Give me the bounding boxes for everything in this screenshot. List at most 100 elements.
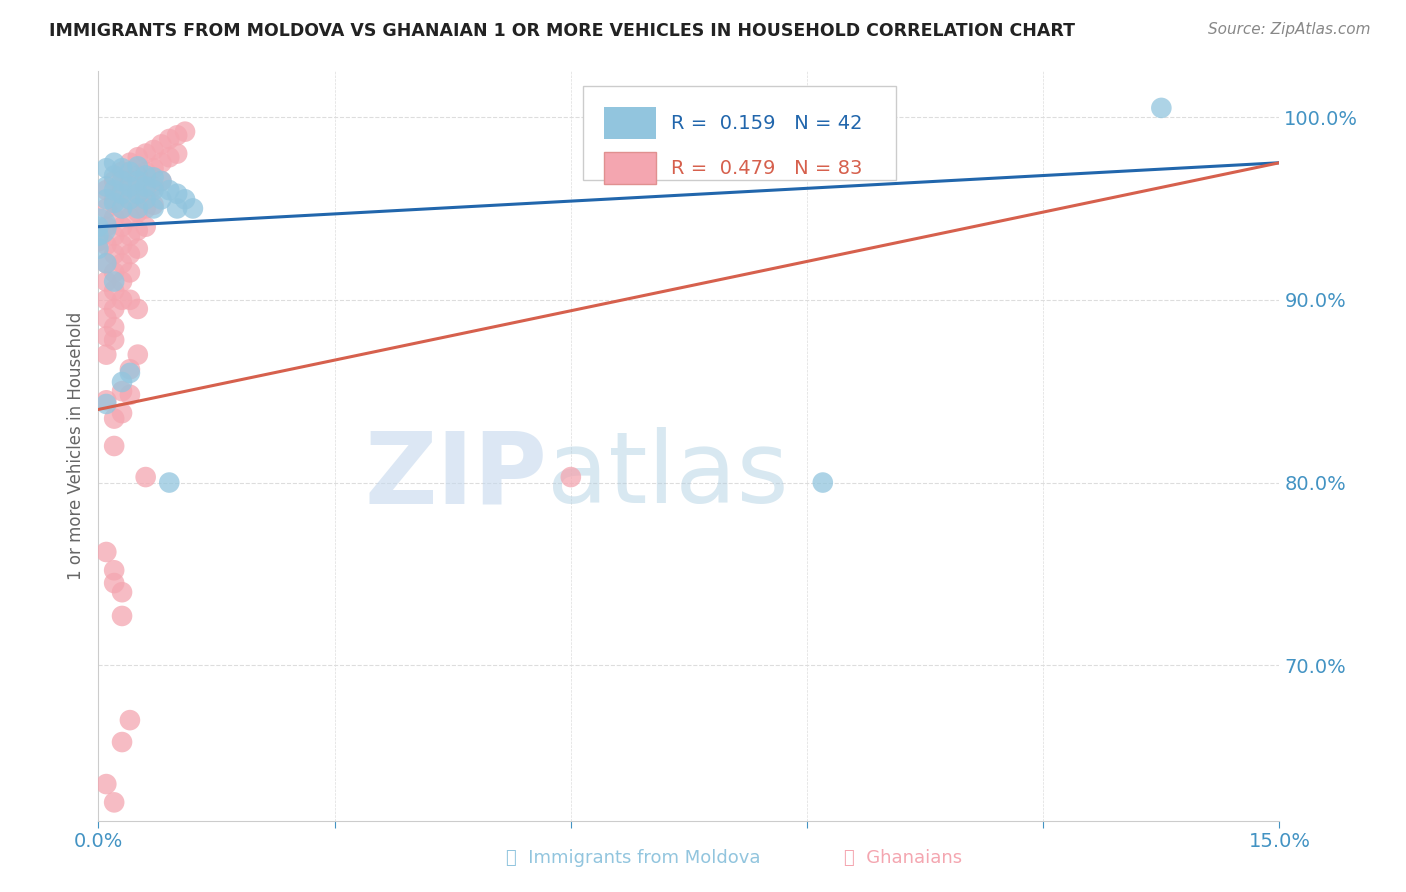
Y-axis label: 1 or more Vehicles in Household: 1 or more Vehicles in Household [66,312,84,580]
Point [118,165,141,179]
Point [111,256,134,270]
Point [111,202,134,216]
Point [103,183,125,197]
Point [103,563,125,577]
Point [118,366,141,380]
Point [150,192,173,206]
Point [127,169,149,183]
Point [127,186,149,201]
Point [127,150,149,164]
FancyBboxPatch shape [605,107,655,139]
Point [135,219,157,234]
Point [142,202,165,216]
Point [118,192,141,206]
Point [174,125,197,139]
Point [111,161,134,176]
Point [87,235,110,249]
Point [96,545,118,559]
Point [127,348,149,362]
Point [103,796,125,810]
Text: atlas: atlas [547,427,789,524]
Point [103,192,125,206]
Point [127,205,149,219]
Point [103,265,125,279]
Point [142,143,165,157]
Point [150,174,173,188]
Point [96,348,118,362]
Point [135,169,157,183]
Point [87,219,110,234]
Point [560,470,582,484]
Point [181,202,204,216]
Point [103,275,125,289]
Point [103,301,125,316]
Point [142,170,165,185]
Point [118,247,141,261]
Point [111,202,134,216]
Point [103,174,125,188]
Point [87,219,110,234]
Point [103,211,125,225]
Point [118,155,141,169]
Point [111,609,134,624]
Point [111,375,134,389]
Point [111,293,134,307]
Point [103,576,125,591]
Point [96,293,118,307]
Point [142,198,165,212]
Point [111,384,134,399]
Point [135,183,157,197]
Point [150,155,173,169]
Point [103,196,125,211]
Point [127,202,149,216]
Point [103,333,125,347]
Point [127,160,149,174]
Point [111,238,134,252]
Point [103,439,125,453]
Point [127,174,149,188]
Point [96,393,118,408]
FancyBboxPatch shape [605,153,655,184]
Text: ZIP: ZIP [364,427,547,524]
Point [1150,101,1173,115]
Text: IMMIGRANTS FROM MOLDOVA VS GHANAIAN 1 OR MORE VEHICLES IN HOUSEHOLD CORRELATION : IMMIGRANTS FROM MOLDOVA VS GHANAIAN 1 OR… [49,22,1076,40]
Point [96,311,118,326]
Point [157,150,180,164]
Point [135,179,157,194]
Text: ⬛  Immigrants from Moldova: ⬛ Immigrants from Moldova [506,849,761,867]
Text: R =  0.159   N = 42: R = 0.159 N = 42 [671,113,863,133]
Point [103,284,125,298]
Point [111,735,134,749]
Point [118,362,141,376]
Point [166,202,188,216]
Point [127,223,149,237]
Point [118,179,141,194]
Point [166,186,188,201]
Point [111,406,134,420]
Point [96,183,118,197]
Point [157,183,180,197]
Point [118,174,141,188]
Point [166,146,188,161]
Point [127,301,149,316]
Point [111,275,134,289]
Point [118,228,141,243]
Point [111,165,134,179]
Point [96,219,118,234]
Point [150,137,173,152]
Point [96,275,118,289]
Point [135,192,157,206]
Point [135,165,157,179]
Point [96,161,118,176]
Point [96,329,118,343]
Point [103,169,125,183]
Point [103,247,125,261]
Point [135,202,157,216]
Point [103,320,125,334]
Point [96,777,118,791]
Point [103,228,125,243]
Point [118,265,141,279]
Point [96,192,118,206]
Point [118,211,141,225]
Point [150,174,173,188]
